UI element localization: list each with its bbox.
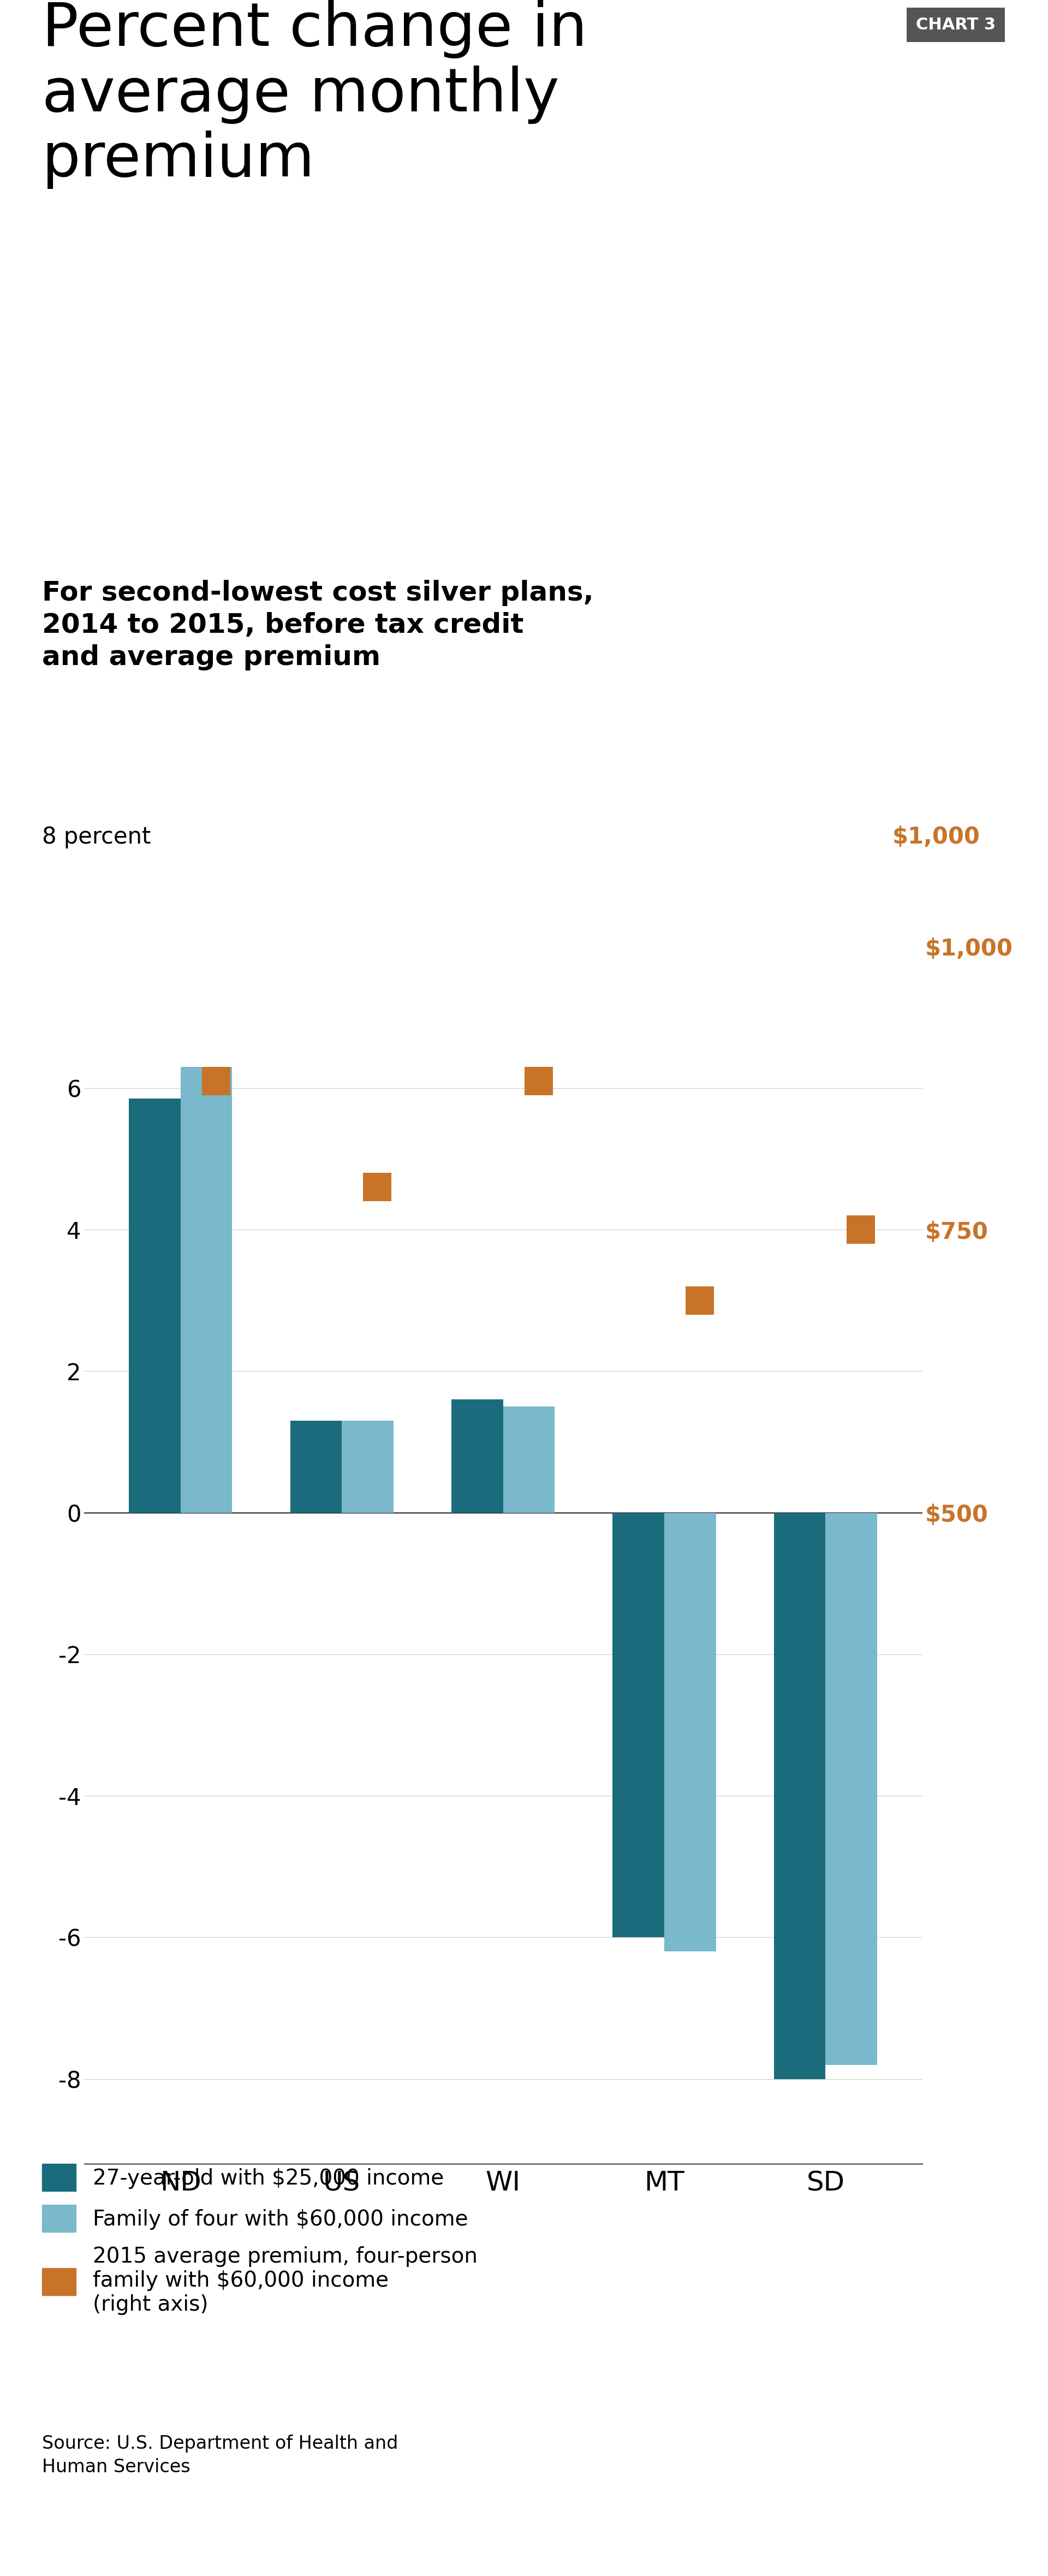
Bar (342, 1422, 393, 1512)
Bar (773, 1512, 826, 2079)
Text: CHART 3: CHART 3 (916, 18, 996, 33)
Text: $1,000: $1,000 (892, 827, 980, 848)
Point (530, 1061, 547, 1103)
Bar (180, 1066, 233, 1512)
Text: Source: U.S. Department of Health and
Human Services: Source: U.S. Department of Health and Hu… (42, 2434, 398, 2476)
Point (369, 1167, 386, 1208)
Bar (503, 1406, 554, 1512)
Bar (826, 1512, 877, 2066)
Legend: 27-year-old with $25,000 income, Family of four with $60,000 income, 2015 averag: 27-year-old with $25,000 income, Family … (42, 2164, 478, 2316)
Text: Percent change in
average monthly
premium: Percent change in average monthly premiu… (42, 0, 587, 188)
Text: 8 percent: 8 percent (42, 827, 151, 848)
Text: For second-lowest cost silver plans,
2014 to 2015, before tax credit
and average: For second-lowest cost silver plans, 201… (42, 580, 593, 670)
Point (208, 1061, 224, 1103)
Bar (290, 1422, 342, 1512)
Point (853, 1208, 870, 1249)
Bar (452, 1399, 503, 1512)
Bar (664, 1512, 716, 1953)
Point (692, 1280, 708, 1321)
Bar (613, 1512, 664, 1937)
Bar (129, 1100, 180, 1512)
